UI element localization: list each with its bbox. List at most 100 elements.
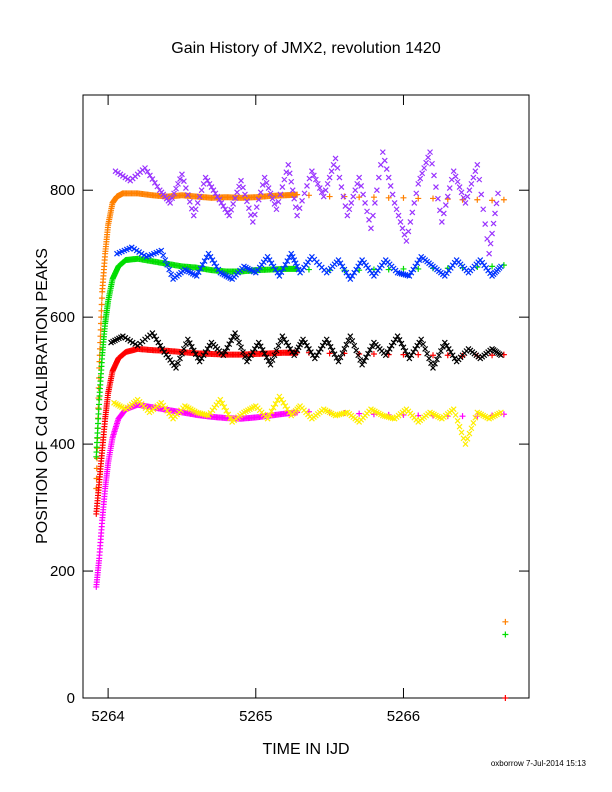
y-tick-label: 800 xyxy=(50,182,75,199)
data-point xyxy=(419,170,426,177)
data-point xyxy=(502,618,509,625)
data-point xyxy=(175,180,181,187)
data-point xyxy=(299,197,305,204)
data-point xyxy=(452,173,459,180)
data-point xyxy=(272,266,279,273)
footer-credit: oxborrow 7-Jul-2014 15:13 xyxy=(491,759,587,768)
data-point xyxy=(291,195,298,202)
data-point xyxy=(344,212,351,219)
data-point xyxy=(387,183,394,189)
data-point xyxy=(362,199,368,206)
data-point xyxy=(301,190,308,197)
data-point xyxy=(263,179,270,186)
data-point xyxy=(432,360,438,367)
data-point xyxy=(234,189,241,196)
data-point xyxy=(186,198,193,205)
data-point xyxy=(226,212,233,219)
data-point xyxy=(426,355,432,362)
data-point xyxy=(234,334,241,341)
data-point xyxy=(153,336,160,343)
data-point xyxy=(462,441,469,448)
series-layer xyxy=(93,149,509,701)
data-point xyxy=(356,410,363,417)
data-point xyxy=(351,269,358,276)
data-point xyxy=(435,195,441,202)
data-point xyxy=(328,168,335,175)
data-point xyxy=(308,168,315,175)
data-point xyxy=(498,352,504,359)
data-point xyxy=(318,189,325,196)
data-point xyxy=(310,172,317,179)
data-point xyxy=(338,184,345,190)
data-point xyxy=(267,190,274,197)
series-8 xyxy=(502,618,509,625)
data-point xyxy=(369,343,375,350)
series-10 xyxy=(502,695,509,701)
data-point xyxy=(255,196,262,203)
data-point xyxy=(373,187,380,194)
data-point xyxy=(266,412,273,418)
data-point xyxy=(177,176,183,183)
data-point xyxy=(335,257,342,263)
data-point xyxy=(425,154,432,161)
data-point xyxy=(385,194,392,201)
data-point xyxy=(257,343,264,350)
data-point xyxy=(351,342,358,349)
data-point xyxy=(222,206,229,213)
data-point xyxy=(285,342,292,349)
data-point xyxy=(228,206,235,213)
data-point xyxy=(323,336,330,343)
data-point xyxy=(313,352,320,359)
data-point xyxy=(489,197,496,204)
data-point xyxy=(282,403,289,409)
data-point xyxy=(466,430,473,437)
data-point xyxy=(190,212,197,219)
data-point xyxy=(493,200,500,207)
data-point xyxy=(367,347,373,353)
data-point xyxy=(249,349,256,355)
data-point xyxy=(430,365,436,371)
data-point xyxy=(245,355,252,362)
data-point xyxy=(353,347,360,354)
data-point xyxy=(490,220,497,227)
data-point xyxy=(218,199,225,206)
data-point xyxy=(416,257,423,263)
data-point xyxy=(244,198,250,205)
data-point xyxy=(242,191,248,198)
data-point xyxy=(365,350,371,357)
data-point xyxy=(205,250,212,257)
data-point xyxy=(470,420,477,426)
data-point xyxy=(259,347,266,353)
data-point xyxy=(214,193,221,200)
data-point xyxy=(217,396,224,403)
data-point xyxy=(429,160,435,167)
data-point xyxy=(391,199,398,206)
data-point xyxy=(498,263,504,270)
data-point xyxy=(454,417,461,424)
data-point xyxy=(400,265,407,272)
data-point xyxy=(98,307,105,314)
data-point xyxy=(368,225,374,232)
data-point xyxy=(286,170,293,177)
data-point xyxy=(261,174,268,181)
data-point xyxy=(474,161,481,168)
data-point xyxy=(204,345,211,352)
data-point xyxy=(329,347,336,354)
data-point xyxy=(166,266,173,273)
data-point xyxy=(417,175,424,182)
data-point xyxy=(194,199,201,206)
data-point xyxy=(440,210,447,217)
data-point xyxy=(434,356,440,363)
data-point xyxy=(484,235,491,242)
data-point xyxy=(198,355,205,362)
data-point xyxy=(450,406,457,413)
data-point xyxy=(228,337,235,344)
data-point xyxy=(268,408,275,415)
data-point xyxy=(381,157,388,164)
data-point xyxy=(232,330,239,336)
data-point xyxy=(276,272,283,279)
data-point xyxy=(393,206,400,213)
data-point xyxy=(147,172,153,179)
series-5 xyxy=(114,244,504,282)
data-point xyxy=(144,168,151,175)
